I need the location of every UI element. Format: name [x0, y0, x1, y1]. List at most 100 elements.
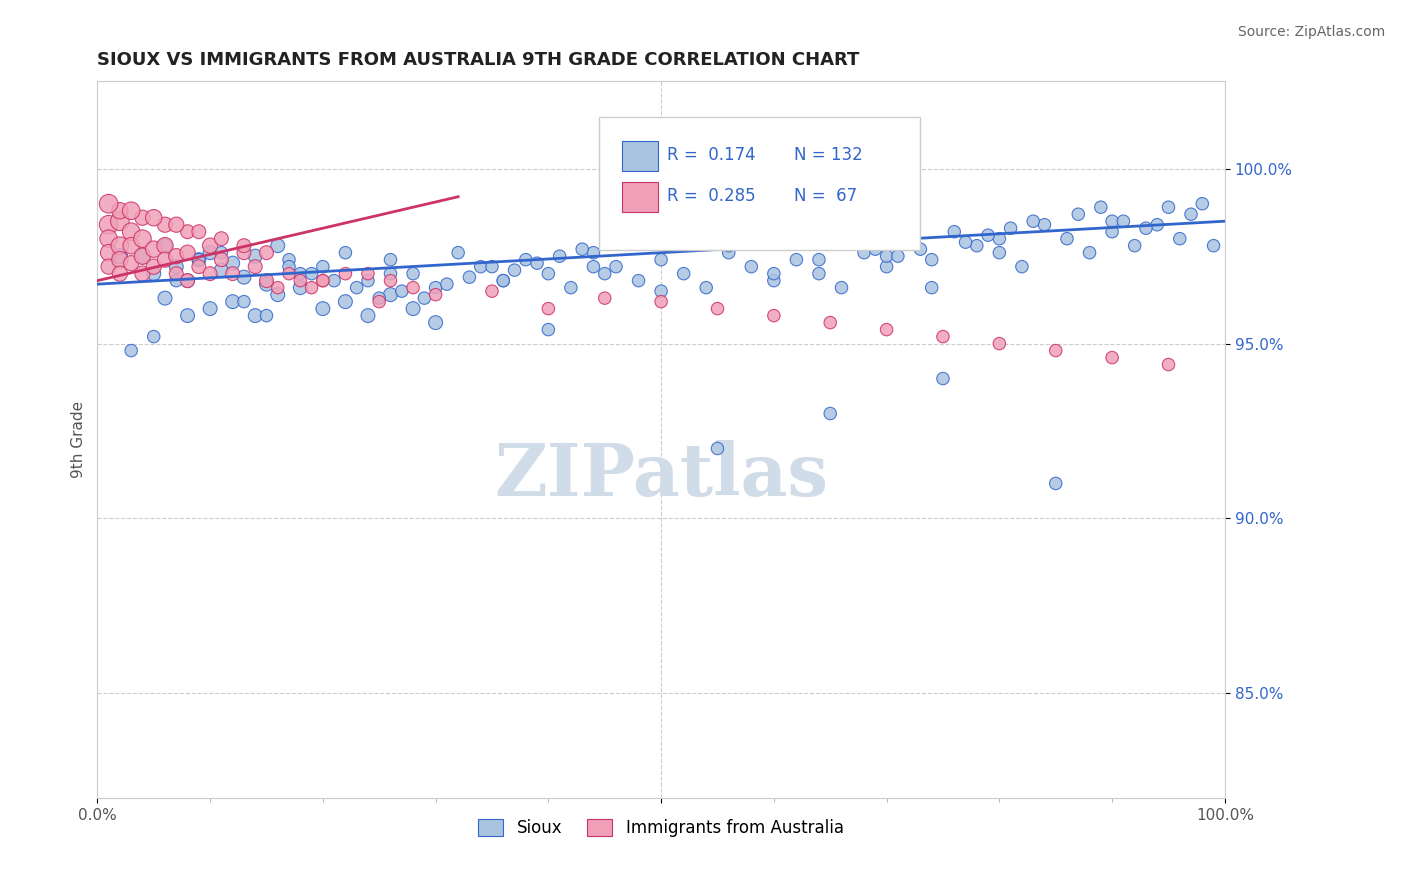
Point [402, 301, 425, 316]
Point [807, 267, 830, 281]
Point [672, 267, 695, 281]
Point [436, 277, 458, 292]
Point [503, 263, 526, 277]
Point [108, 252, 131, 267]
Point [706, 442, 728, 456]
Point [198, 245, 221, 260]
Point [853, 245, 876, 260]
Point [785, 252, 807, 267]
Point [142, 329, 165, 343]
Point [650, 294, 672, 309]
Point [153, 218, 176, 232]
Point [537, 267, 560, 281]
Point [1123, 238, 1146, 252]
Point [1101, 225, 1123, 239]
Point [335, 267, 357, 281]
Point [142, 260, 165, 274]
Point [187, 252, 209, 267]
Point [357, 274, 380, 288]
Text: N = 132: N = 132 [794, 146, 863, 164]
Point [176, 225, 198, 239]
Point [921, 280, 943, 294]
Point [1135, 221, 1157, 235]
Point [176, 274, 198, 288]
Point [267, 280, 290, 294]
Point [380, 267, 402, 281]
Point [932, 371, 955, 385]
Point [209, 232, 232, 246]
Point [120, 238, 142, 252]
Point [593, 291, 616, 305]
Point [1090, 200, 1112, 214]
Point [706, 301, 728, 316]
Point [492, 274, 515, 288]
Point [165, 274, 187, 288]
FancyBboxPatch shape [599, 117, 921, 250]
Point [120, 343, 142, 358]
Point [1045, 343, 1067, 358]
Point [1146, 218, 1168, 232]
Point [131, 249, 153, 263]
Point [120, 203, 142, 218]
Point [1157, 200, 1180, 214]
Bar [621, 141, 658, 171]
Point [198, 238, 221, 252]
Point [470, 260, 492, 274]
Point [131, 211, 153, 225]
Point [187, 260, 209, 274]
Point [97, 218, 120, 232]
Point [108, 249, 131, 263]
Point [582, 245, 605, 260]
Point [153, 291, 176, 305]
Point [165, 218, 187, 232]
Point [1191, 196, 1213, 211]
Point [481, 260, 503, 274]
Point [932, 329, 955, 343]
Point [323, 274, 346, 288]
Point [198, 301, 221, 316]
Point [153, 238, 176, 252]
Point [335, 294, 357, 309]
Point [650, 252, 672, 267]
Point [627, 274, 650, 288]
Point [278, 252, 301, 267]
Point [312, 301, 335, 316]
Point [728, 207, 751, 221]
Point [380, 274, 402, 288]
Point [97, 196, 120, 211]
Point [1045, 476, 1067, 491]
Point [346, 280, 368, 294]
Point [1112, 214, 1135, 228]
Point [165, 249, 187, 263]
Point [108, 267, 131, 281]
Point [1067, 207, 1090, 221]
Point [290, 280, 312, 294]
Point [221, 294, 243, 309]
Point [312, 274, 335, 288]
Point [807, 252, 830, 267]
Point [1000, 221, 1022, 235]
Point [97, 232, 120, 246]
Point [515, 252, 537, 267]
Text: ZIPatlas: ZIPatlas [494, 440, 828, 511]
Point [209, 245, 232, 260]
Point [717, 245, 740, 260]
Point [232, 245, 254, 260]
Point [977, 228, 1000, 243]
Point [910, 242, 932, 256]
Point [1011, 260, 1033, 274]
Point [751, 214, 773, 228]
Point [988, 245, 1011, 260]
Text: R =  0.174: R = 0.174 [666, 146, 755, 164]
Point [209, 252, 232, 267]
Point [458, 270, 481, 285]
Point [425, 280, 447, 294]
Point [796, 228, 818, 243]
Point [1078, 245, 1101, 260]
Text: Source: ZipAtlas.com: Source: ZipAtlas.com [1237, 25, 1385, 39]
Point [245, 309, 267, 323]
Point [232, 294, 254, 309]
Point [650, 284, 672, 298]
Point [402, 267, 425, 281]
Point [593, 267, 616, 281]
